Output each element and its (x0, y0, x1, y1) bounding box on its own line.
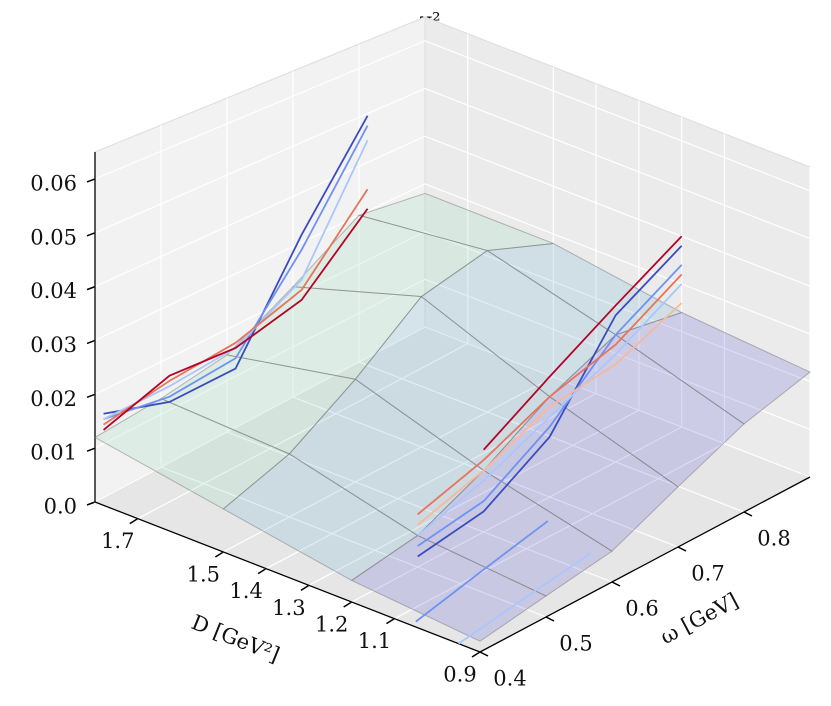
y-axis-label: ω [GeV] (656, 588, 742, 649)
tick-mark (471, 651, 481, 658)
grid-line (226, 98, 613, 583)
tick-mark (343, 601, 353, 608)
x-tick-label: 1.5 (187, 563, 220, 587)
series-line (417, 273, 683, 516)
z-tick-label: 0.02 (30, 387, 77, 411)
z-tick-label: 0.05 (30, 225, 77, 249)
series-line (458, 552, 592, 645)
tick-mark (86, 339, 96, 345)
grid-line (292, 71, 679, 548)
tick-mark (257, 568, 267, 575)
tick-mark (86, 393, 96, 399)
x-tick-label: 0.9 (443, 663, 476, 687)
series-line (417, 283, 683, 537)
x-tick-label: 1.2 (315, 613, 348, 637)
tick-mark (743, 511, 753, 517)
tick-mark (386, 618, 395, 625)
series-line (103, 125, 369, 421)
x-axis-label: D [GeV²] (188, 610, 283, 667)
z-tick-label: 0.04 (30, 279, 77, 303)
tick-mark (545, 616, 555, 622)
grid-line (351, 117, 683, 603)
z-tick-label: 0.03 (30, 333, 77, 357)
y-axis (479, 476, 811, 653)
grid-line (137, 33, 469, 520)
series-line (417, 302, 683, 526)
grid-line (223, 67, 554, 553)
series-line (103, 188, 369, 426)
x-tick-label: 1.4 (229, 579, 262, 603)
tick-mark (86, 232, 96, 237)
grid-line (160, 125, 547, 618)
y-tick-label: 0.4 (493, 667, 526, 691)
tick-mark (86, 285, 96, 291)
tick-mark (86, 178, 96, 183)
grid-line (394, 133, 726, 620)
series-line (102, 208, 369, 431)
tick-mark (214, 551, 224, 558)
x-tick-label: 1.3 (272, 596, 305, 620)
series-line (417, 264, 683, 547)
x-tick-label: 1.7 (101, 529, 134, 553)
series-line (482, 235, 683, 451)
grid-line (265, 83, 597, 570)
tick-mark (129, 518, 139, 525)
z-tick-label: 0.0 (44, 495, 77, 519)
grid-line (308, 100, 640, 586)
x-tick-label: 1.1 (358, 629, 391, 653)
y-tick-label: 0.5 (559, 632, 592, 656)
tick-mark (677, 546, 687, 552)
tick-mark (300, 584, 310, 591)
z-tick-label: 0.01 (30, 441, 77, 465)
x-axis (94, 501, 481, 653)
series-line (415, 520, 549, 623)
tick-mark (479, 651, 489, 657)
grid-line (358, 44, 745, 513)
tick-mark (86, 447, 96, 452)
y-tick-label: 0.7 (691, 562, 724, 586)
tick-mark (86, 501, 96, 506)
series-line (103, 115, 369, 415)
y-tick-label: 0.8 (757, 527, 790, 551)
series-line (417, 245, 683, 558)
z-tick-label: 0.06 (30, 171, 77, 195)
y-tick-label: 0.6 (625, 597, 658, 621)
tick-mark (611, 581, 621, 587)
surface-patch (357, 192, 554, 252)
